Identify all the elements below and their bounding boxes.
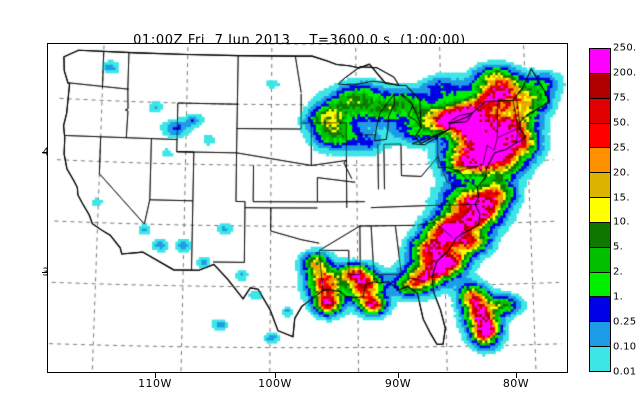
- colorbar-label-0: 250.: [613, 42, 637, 54]
- colorbar-label-13: 0.01: [613, 366, 637, 378]
- colorbar-label-3: 50.: [613, 117, 630, 129]
- tick-lon-110w: [155, 373, 156, 378]
- colorbar-label-11: 0.25: [613, 316, 637, 328]
- colorbar-cell-7: [590, 222, 610, 248]
- tick-lon-100w: [275, 373, 276, 378]
- axis-label-lon-90w: 90W: [384, 377, 412, 390]
- colorbar-cell-9: [590, 272, 610, 298]
- colorbar-cell-3: [590, 123, 610, 149]
- colorbar-cell-4: [590, 148, 610, 174]
- colorbar: [589, 48, 611, 372]
- colorbar-label-12: 0.10: [613, 341, 637, 353]
- precipitation-raster: [48, 44, 567, 372]
- tick-lon-90w: [398, 373, 399, 378]
- colorbar-cell-12: [590, 347, 610, 371]
- colorbar-label-9: 2.: [613, 266, 624, 278]
- tick-lon-80w: [516, 373, 517, 378]
- colorbar-cell-11: [590, 322, 610, 348]
- colorbar-label-8: 5.: [613, 241, 624, 253]
- tick-lat-40: [42, 152, 47, 153]
- colorbar-cell-10: [590, 297, 610, 323]
- tick-lat-30: [42, 272, 47, 273]
- colorbar-cell-8: [590, 247, 610, 273]
- map-plot-area: [47, 43, 568, 373]
- colorbar-label-2: 75.: [613, 92, 630, 104]
- colorbar-label-4: 25.: [613, 142, 630, 154]
- colorbar-label-1: 200.: [613, 67, 637, 79]
- colorbar-label-5: 20.: [613, 167, 630, 179]
- axis-label-lon-110w: 110W: [138, 377, 172, 390]
- axis-label-lon-80w: 80W: [502, 377, 530, 390]
- colorbar-label-7: 10.: [613, 216, 630, 228]
- colorbar-tick-labels: 250. 200. 75. 50. 25. 20. 15. 10. 5. 2. 1. 0.25 0.10…: [613, 43, 640, 378]
- colorbar-cell-1: [590, 73, 610, 99]
- colorbar-label-6: 15.: [613, 192, 630, 204]
- axis-label-lon-100w: 100W: [258, 377, 292, 390]
- colorbar-label-10: 1.: [613, 291, 624, 303]
- colorbar-cell-0: [590, 49, 610, 74]
- colorbar-cell-6: [590, 198, 610, 223]
- colorbar-cell-5: [590, 173, 610, 199]
- colorbar-cell-2: [590, 98, 610, 124]
